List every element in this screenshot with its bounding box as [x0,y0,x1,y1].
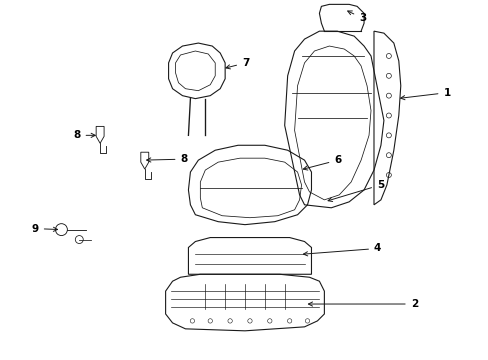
Text: 7: 7 [225,58,249,69]
Text: 5: 5 [327,180,384,202]
Text: 8: 8 [73,130,95,140]
Text: 4: 4 [303,243,381,256]
Text: 8: 8 [146,154,187,164]
Text: 6: 6 [303,155,341,170]
Text: 2: 2 [308,299,417,309]
Text: 9: 9 [32,224,58,234]
Text: 3: 3 [347,11,366,23]
Text: 1: 1 [400,87,450,100]
